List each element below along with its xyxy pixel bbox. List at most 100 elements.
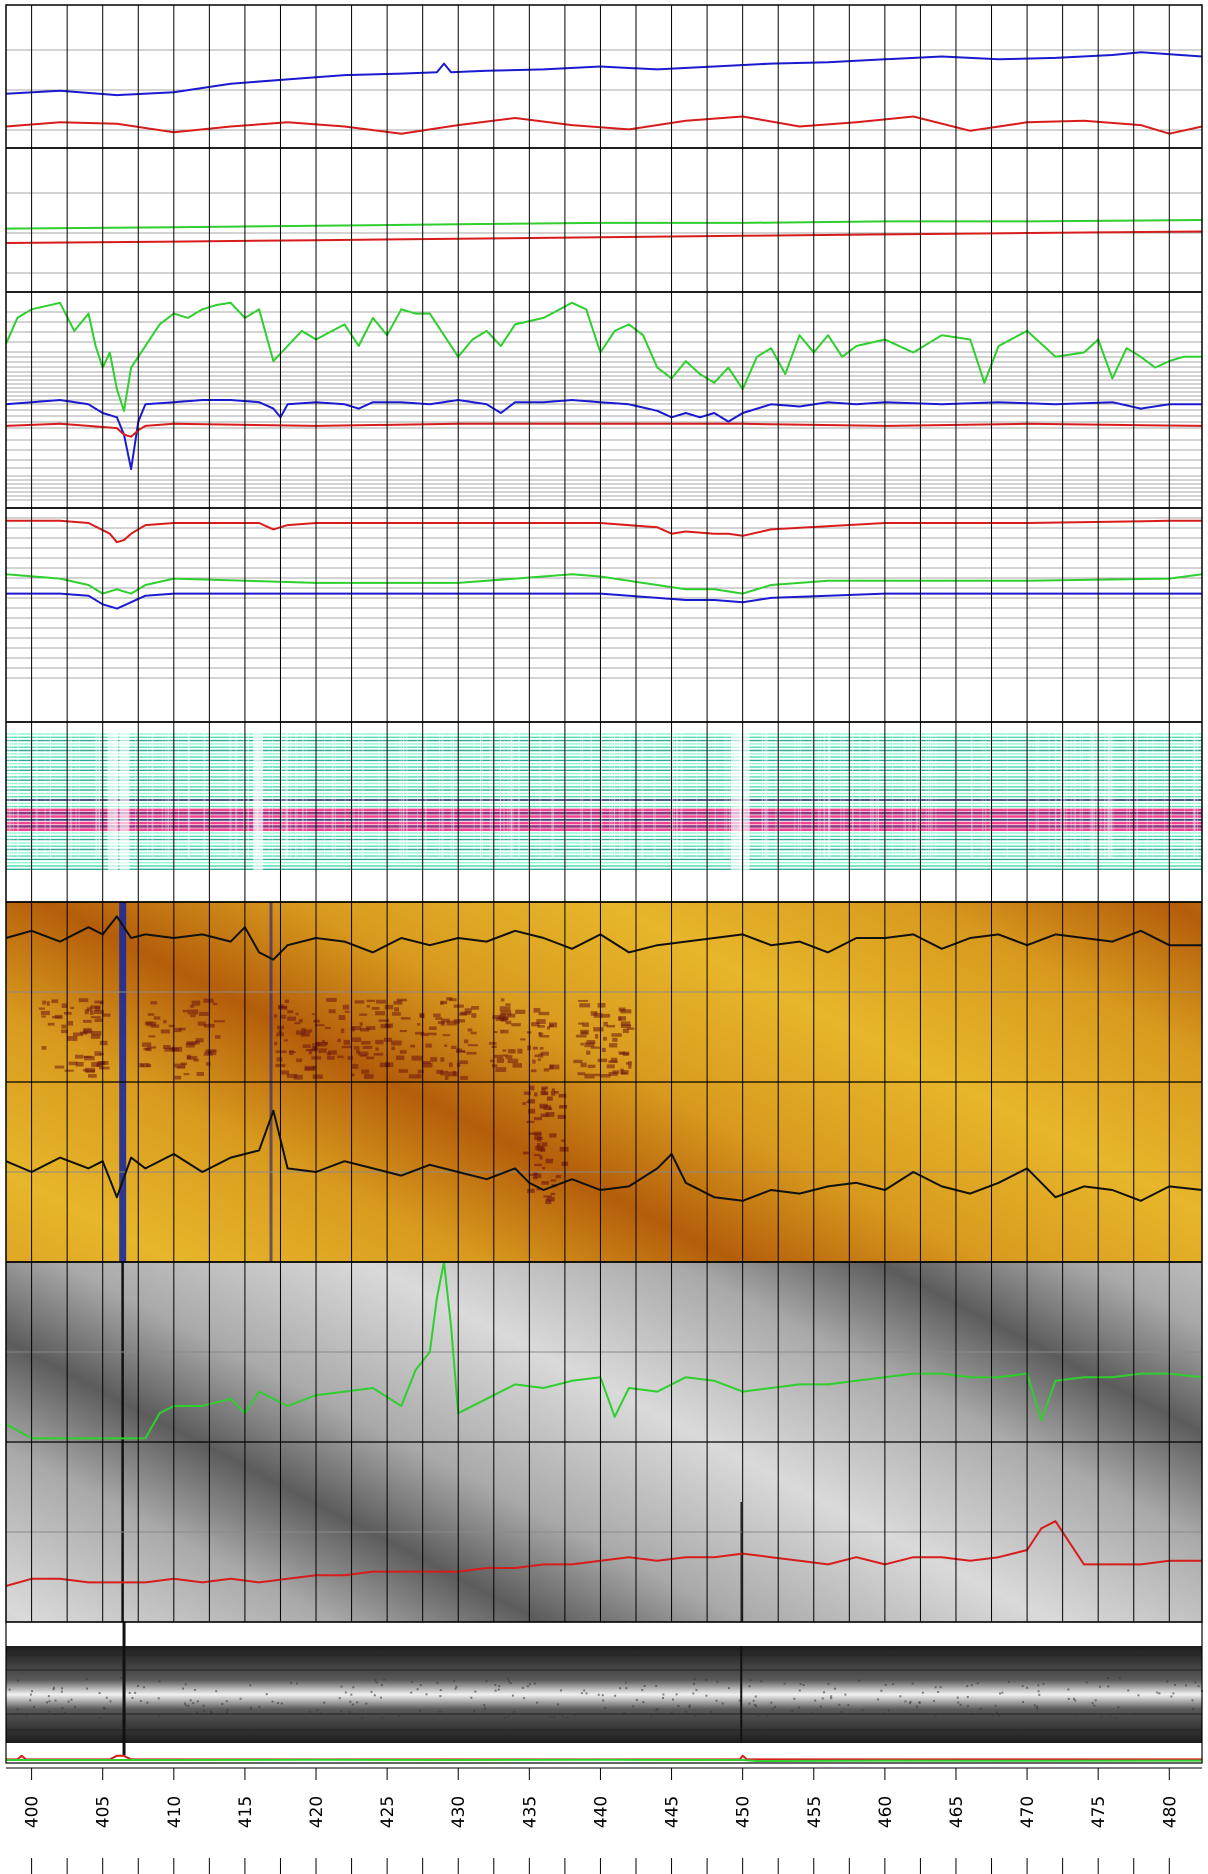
image-speckle (522, 1102, 526, 1105)
image-speckle (147, 1013, 155, 1016)
borehole-speck (1074, 1699, 1077, 1702)
borehole-speck (473, 1709, 476, 1712)
borehole-speck (716, 1680, 719, 1683)
image-speckle (526, 1120, 535, 1124)
borehole-speck (373, 1694, 376, 1697)
borehole-speck (47, 1695, 50, 1698)
borehole-speck (25, 1714, 28, 1717)
borehole-speck (453, 1679, 456, 1682)
image-speckle (91, 1062, 101, 1067)
image-speckle (467, 1044, 478, 1047)
image-speckle (91, 1030, 102, 1036)
image-speckle (523, 1151, 529, 1155)
image-speckle (94, 1000, 104, 1004)
image-speckle (410, 1044, 416, 1048)
x-tick-label: 480 (1160, 1796, 1180, 1828)
image-speckle (341, 1045, 352, 1049)
borehole-speck (280, 1702, 283, 1705)
borehole-speck (271, 1700, 274, 1703)
image-speckle (88, 1073, 97, 1078)
borehole-speck (497, 1688, 500, 1691)
borehole-speck (557, 1703, 560, 1706)
image-speckle (600, 1074, 611, 1078)
image-speckle (446, 1020, 457, 1026)
image-speckle (275, 1050, 287, 1054)
borehole-speck (351, 1703, 354, 1706)
image-speckle (337, 1038, 341, 1043)
borehole-speck (474, 1690, 477, 1693)
borehole-speck (840, 1711, 843, 1714)
image-speckle (440, 1070, 449, 1076)
image-speckle (543, 1195, 553, 1198)
borehole-speck (513, 1710, 516, 1713)
image-speckle (421, 1060, 431, 1065)
borehole-speck (203, 1709, 206, 1712)
image-speckle (573, 1059, 583, 1064)
borehole-speck (1194, 1681, 1197, 1684)
borehole-speck (693, 1682, 696, 1685)
borehole-speck (379, 1696, 382, 1699)
borehole-speck (1106, 1677, 1109, 1680)
borehole-speck (109, 1700, 112, 1703)
image-speckle (391, 1012, 401, 1016)
borehole-speck (880, 1689, 883, 1692)
image-speckle (355, 1049, 360, 1054)
x-tick-label: 405 (94, 1796, 114, 1828)
borehole-speck (380, 1684, 383, 1687)
image-speckle (539, 1034, 550, 1038)
borehole-speck (934, 1686, 937, 1689)
image-speckle (41, 1046, 47, 1050)
image-speckle (447, 1071, 458, 1077)
borehole-speck (957, 1701, 960, 1704)
image-speckle (464, 1008, 472, 1013)
x-tick-label: 460 (876, 1796, 896, 1828)
borehole-speck (580, 1692, 583, 1695)
x-tick-label: 415 (236, 1796, 256, 1828)
borehole-speck (939, 1686, 942, 1689)
image-speckle (444, 1044, 448, 1047)
image-speckle (75, 1054, 84, 1059)
borehole-speck (838, 1703, 841, 1706)
image-speckle (178, 1027, 186, 1031)
image-speckle (46, 1001, 50, 1006)
borehole-speck (485, 1680, 488, 1683)
borehole-speck (755, 1705, 758, 1708)
image-speckle (528, 1099, 536, 1104)
image-speckle (85, 1069, 96, 1073)
image-speckle (317, 1041, 327, 1047)
image-speckle (84, 1009, 89, 1015)
borehole-speck (1172, 1692, 1175, 1695)
borehole-speck (526, 1685, 529, 1688)
borehole-speck (61, 1707, 64, 1710)
image-speckle (98, 1066, 110, 1070)
image-speckle (83, 1028, 92, 1033)
image-speckle (278, 1005, 288, 1010)
image-speckle (545, 1158, 554, 1164)
borehole-speck (105, 1696, 108, 1699)
image-speckle (440, 1022, 445, 1026)
image-speckle (541, 1088, 546, 1093)
image-speckle (318, 1048, 327, 1053)
borehole-speck (694, 1714, 697, 1717)
x-tick-label: 440 (591, 1796, 611, 1828)
borehole-speck (381, 1716, 384, 1719)
borehole-speck (798, 1689, 801, 1692)
image-speckle (311, 1046, 318, 1051)
image-speckle (538, 1053, 544, 1058)
borehole-speck (54, 1699, 57, 1702)
borehole-speck (959, 1703, 962, 1706)
x-tick-label: 435 (520, 1796, 540, 1828)
image-speckle (460, 1011, 471, 1015)
borehole-speck (143, 1686, 146, 1689)
image-speckle (578, 1022, 584, 1025)
image-speckle (626, 1027, 635, 1030)
image-speckle (82, 1019, 92, 1023)
borehole-speck (918, 1701, 921, 1704)
borehole-speck (46, 1701, 49, 1704)
borehole-speck (1075, 1713, 1078, 1716)
borehole-speck (774, 1705, 777, 1708)
image-speckle (308, 1049, 313, 1055)
borehole-speck (911, 1682, 914, 1685)
borehole-speck (1021, 1685, 1024, 1688)
image-speckle (172, 1046, 183, 1052)
